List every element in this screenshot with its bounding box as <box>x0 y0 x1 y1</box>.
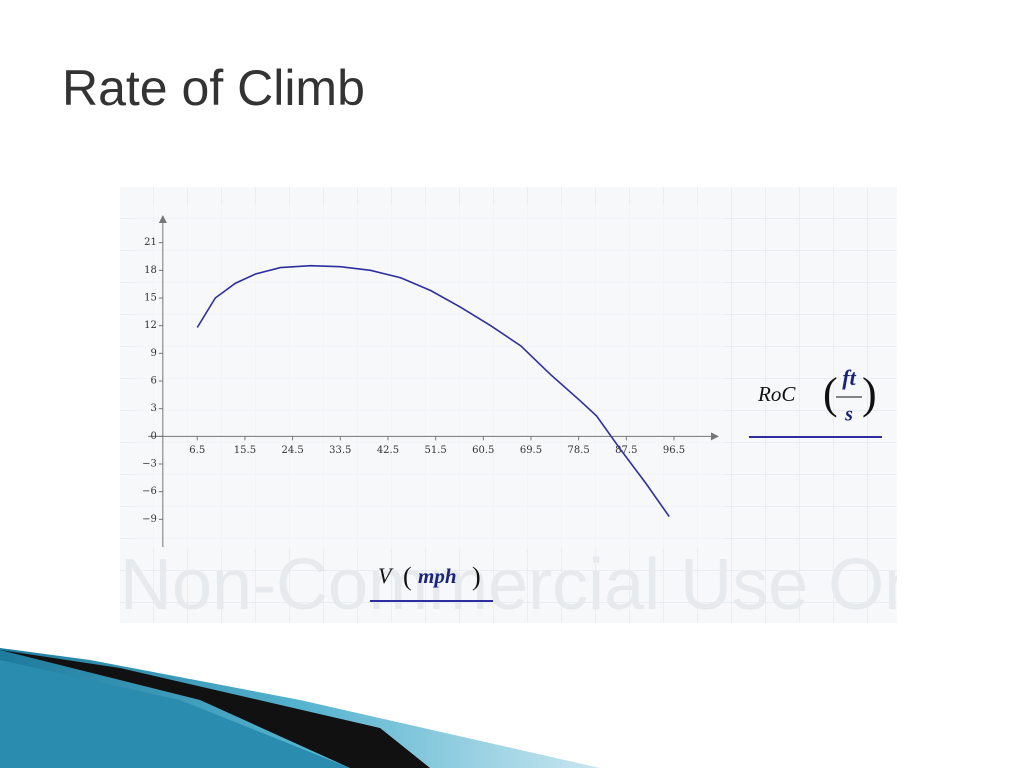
y-tick-label: 9 <box>150 348 156 359</box>
data-line <box>196 264 670 518</box>
x-tick-label: 78.5 <box>568 445 590 456</box>
y-label-symbol: RoC <box>757 382 796 406</box>
x-tick-label: 51.5 <box>424 445 446 456</box>
y-tick-label: 21 <box>144 237 157 248</box>
slide-title: Rate of Climb <box>62 60 365 116</box>
y-tick-label: −9 <box>142 514 157 525</box>
x-label-symbol: V <box>378 563 394 588</box>
x-tick-label: 69.5 <box>520 445 542 456</box>
x-tick-label: 6.5 <box>189 445 205 456</box>
axis-arrow <box>711 432 719 441</box>
y-tick-label: −3 <box>142 459 157 470</box>
x-tick-label: 24.5 <box>281 445 303 456</box>
y-tick-label: 0 <box>150 431 156 442</box>
y-tick-label: 6 <box>150 376 156 387</box>
plot-area <box>135 205 725 550</box>
x-tick-label: 15.5 <box>234 445 256 456</box>
y-tick-label: 12 <box>144 320 157 331</box>
y-unit-denominator: s <box>844 404 853 426</box>
swoosh-dark <box>0 650 430 768</box>
y-unit-numerator: ft <box>842 365 856 390</box>
paren: ) <box>472 562 481 591</box>
y-tick-label: −6 <box>142 486 157 497</box>
x-tick-label: 87.5 <box>615 445 637 456</box>
watermark: Non-Commercial Use Only <box>120 545 976 625</box>
y-tick-label: 3 <box>150 403 156 414</box>
y-tick-label: 15 <box>144 293 157 304</box>
paren: ( <box>403 562 412 591</box>
x-tick-label: 96.5 <box>663 445 685 456</box>
axis-arrow <box>158 215 167 223</box>
x-tick-label: 33.5 <box>329 445 351 456</box>
paren: ) <box>862 369 877 418</box>
x-tick-label: 60.5 <box>472 445 494 456</box>
swoosh-blue <box>0 660 350 768</box>
x-unit: mph <box>418 564 457 588</box>
paren: ( <box>823 369 838 418</box>
x-tick-label: 42.5 <box>377 445 399 456</box>
y-tick-label: 18 <box>144 265 157 276</box>
